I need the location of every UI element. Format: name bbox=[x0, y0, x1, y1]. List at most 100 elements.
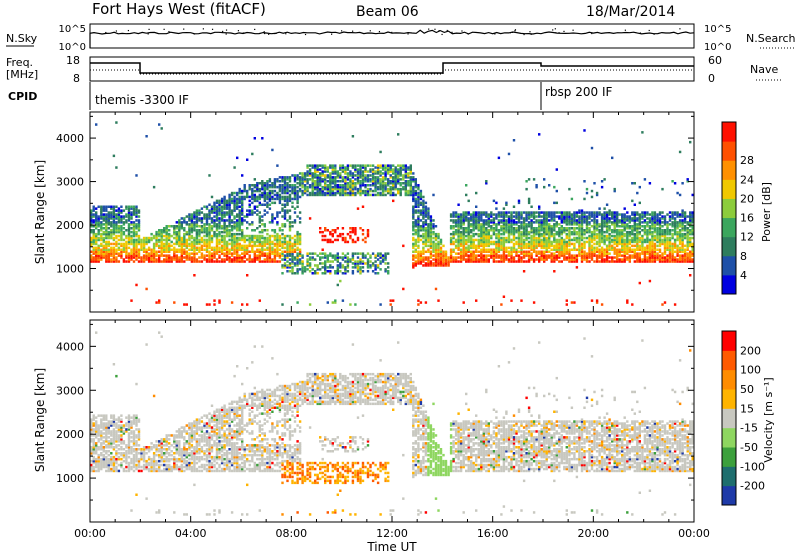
power-cell bbox=[482, 240, 485, 244]
power-cell bbox=[457, 229, 460, 232]
power-cell bbox=[417, 197, 420, 201]
power-cell bbox=[276, 223, 279, 226]
power-cell bbox=[102, 248, 105, 251]
power-cell bbox=[271, 189, 274, 193]
power-cell bbox=[495, 260, 498, 263]
power-cell bbox=[598, 232, 601, 236]
power-cell bbox=[132, 225, 136, 228]
power-cell bbox=[293, 187, 297, 191]
power-cell bbox=[329, 178, 332, 181]
power-cell bbox=[414, 250, 417, 253]
nsky-point bbox=[530, 33, 532, 35]
power-cell bbox=[286, 197, 289, 201]
power-cell bbox=[633, 254, 636, 257]
power-cell bbox=[419, 227, 423, 230]
power-cell bbox=[532, 221, 536, 224]
power-cell bbox=[570, 238, 574, 242]
power-cell bbox=[553, 227, 556, 230]
power-cell bbox=[381, 164, 385, 167]
power-cell bbox=[611, 246, 614, 250]
power-cell bbox=[570, 242, 574, 246]
power-cell bbox=[122, 232, 126, 236]
power-cell bbox=[331, 164, 334, 167]
power-cell bbox=[291, 221, 294, 224]
power-cell bbox=[331, 180, 334, 183]
power-cell bbox=[286, 199, 289, 203]
power-cell bbox=[646, 246, 649, 250]
power-cell bbox=[334, 187, 337, 191]
power-cell bbox=[459, 223, 463, 226]
power-cell bbox=[600, 225, 604, 228]
power-cell bbox=[253, 189, 256, 193]
power-cell bbox=[653, 250, 657, 253]
power-cell bbox=[331, 185, 334, 189]
power-cell bbox=[278, 244, 282, 248]
power-cell bbox=[173, 229, 176, 232]
power-cell bbox=[180, 238, 183, 242]
power-cell bbox=[568, 258, 571, 261]
power-cell bbox=[220, 227, 224, 230]
power-cell bbox=[298, 211, 302, 214]
power-cell bbox=[485, 256, 488, 259]
power-cell bbox=[527, 225, 531, 228]
power-cell bbox=[321, 272, 324, 275]
power-cell bbox=[301, 176, 304, 179]
power-cell bbox=[193, 256, 196, 259]
power-cell bbox=[648, 225, 652, 228]
power-cell bbox=[616, 215, 619, 218]
nsky-point bbox=[428, 28, 430, 30]
power-cell bbox=[266, 197, 269, 201]
power-cell bbox=[120, 230, 123, 234]
power-cell bbox=[550, 260, 553, 263]
nsky-point bbox=[254, 28, 256, 31]
power-cell bbox=[225, 219, 229, 222]
power-cell bbox=[230, 260, 234, 263]
power-cell bbox=[578, 250, 581, 253]
power-cell bbox=[472, 223, 475, 226]
power-cell bbox=[278, 236, 282, 240]
power-cell bbox=[286, 195, 289, 199]
power-cell bbox=[336, 172, 339, 175]
power-cell bbox=[314, 170, 317, 173]
power-cell bbox=[459, 215, 463, 218]
power-cell bbox=[261, 252, 264, 255]
power-cell bbox=[588, 221, 591, 224]
power-cell bbox=[137, 250, 141, 253]
power-cell bbox=[568, 229, 571, 232]
power-cell bbox=[142, 246, 146, 250]
power-cell bbox=[371, 270, 375, 273]
power-cell bbox=[90, 260, 93, 263]
power-cell bbox=[281, 254, 284, 257]
power-cell bbox=[515, 211, 518, 214]
power-cell bbox=[178, 232, 181, 236]
power-cell bbox=[147, 254, 151, 257]
power-cell bbox=[603, 230, 606, 234]
power-cell bbox=[573, 301, 576, 304]
power-cell bbox=[339, 189, 342, 193]
power-cell bbox=[147, 240, 151, 244]
power-cell bbox=[371, 178, 375, 181]
power-cell bbox=[215, 211, 219, 214]
power-cell bbox=[422, 205, 425, 208]
power-cell bbox=[165, 229, 168, 232]
power-cell bbox=[208, 303, 211, 306]
power-cell bbox=[590, 215, 594, 218]
power-cell bbox=[218, 221, 221, 224]
power-cell bbox=[638, 256, 641, 259]
power-cell bbox=[543, 219, 546, 222]
power-cell bbox=[608, 227, 611, 230]
power-cell bbox=[210, 240, 214, 244]
power-cell bbox=[316, 164, 319, 167]
power-cell bbox=[208, 238, 211, 242]
power-cell bbox=[286, 246, 289, 250]
power-cell bbox=[631, 229, 634, 232]
power-cell bbox=[590, 238, 594, 242]
power-cell bbox=[553, 238, 556, 242]
power-cell bbox=[253, 184, 256, 187]
power-cell bbox=[354, 303, 357, 306]
power-cell bbox=[236, 193, 239, 197]
power-cell bbox=[522, 219, 526, 222]
power-cell bbox=[600, 234, 604, 238]
power-cell bbox=[283, 225, 287, 228]
power-cell bbox=[590, 258, 594, 261]
